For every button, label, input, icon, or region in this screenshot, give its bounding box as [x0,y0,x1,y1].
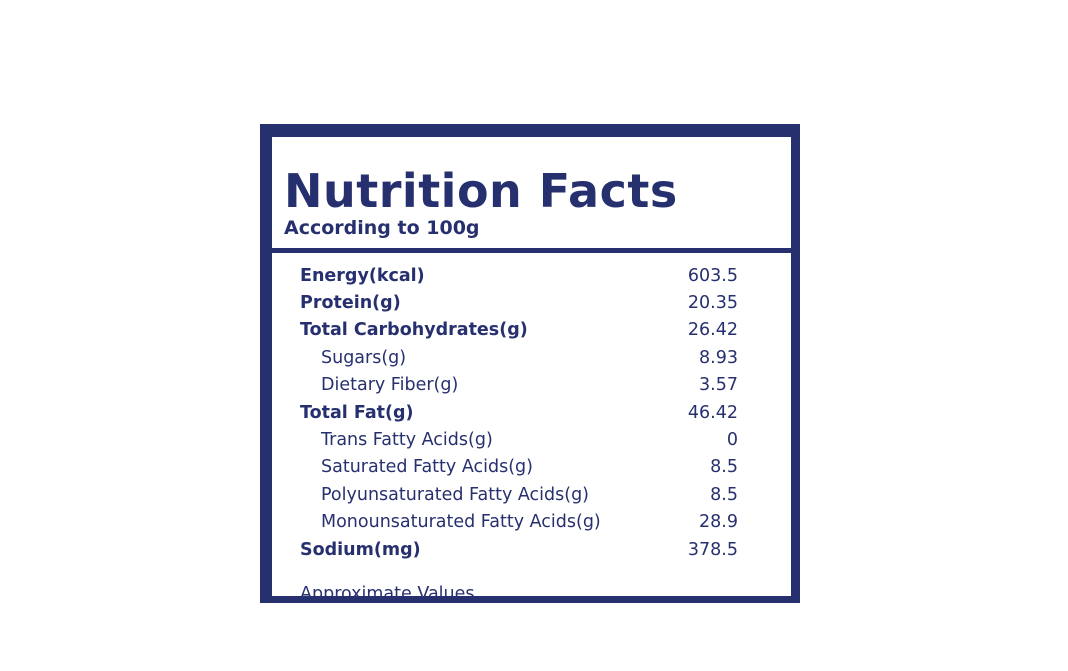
nutrient-label: Total Fat(g) [300,402,414,423]
nutrient-label: Monounsaturated Fatty Acids(g) [321,512,601,533]
nutrient-value: 28.9 [699,512,738,533]
nutrient-row-protein: Protein(g) 20.35 [300,289,738,316]
nutrient-list: Energy(kcal) 603.5 Protein(g) 20.35 Tota… [300,262,738,563]
nutrient-row-trans-fatty-acids: Trans Fatty Acids(g) 0 [300,426,738,453]
nutrition-facts-label: Nutrition Facts According to 100g Energy… [260,124,800,604]
nutrient-label: Saturated Fatty Acids(g) [321,457,533,478]
nutrient-row-sugars: Sugars(g) 8.93 [300,344,738,371]
nutrient-value: 8.5 [710,457,738,478]
nutrient-row-monounsaturated-fatty-acids: Monounsaturated Fatty Acids(g) 28.9 [300,509,738,536]
nutrient-label: Protein(g) [300,293,401,314]
nutrient-value: 603.5 [687,265,738,286]
nutrient-value: 0 [726,430,738,451]
nutrient-label: Dietary Fiber(g) [321,375,459,396]
nutrient-row-total-carbohydrates: Total Carbohydrates(g) 26.42 [300,317,738,344]
nutrient-row-energy: Energy(kcal) 603.5 [300,262,738,289]
nutrient-value: 8.5 [710,484,738,505]
nutrient-label: Trans Fatty Acids(g) [321,430,493,451]
nutrient-label: Sodium(mg) [300,539,421,560]
title-divider [272,248,791,253]
approximate-values-note: Approximate Values [300,584,475,604]
nutrient-value: 3.57 [699,375,738,396]
nutrient-row-saturated-fatty-acids: Saturated Fatty Acids(g) 8.5 [300,454,738,481]
nutrient-row-dietary-fiber: Dietary Fiber(g) 3.57 [300,372,738,399]
label-title: Nutrition Facts [284,164,678,218]
nutrient-label: Sugars(g) [321,347,407,368]
nutrient-row-sodium: Sodium(mg) 378.5 [300,536,738,563]
label-subtitle: According to 100g [284,217,480,239]
nutrient-row-total-fat: Total Fat(g) 46.42 [300,399,738,426]
nutrient-label: Total Carbohydrates(g) [300,320,528,341]
nutrient-value: 378.5 [687,539,738,560]
nutrient-value: 46.42 [687,402,738,423]
nutrient-value: 26.42 [687,320,738,341]
nutrient-value: 20.35 [687,293,738,314]
nutrient-label: Polyunsaturated Fatty Acids(g) [321,484,590,505]
nutrient-label: Energy(kcal) [300,265,425,286]
nutrient-value: 8.93 [699,347,738,368]
nutrient-row-polyunsaturated-fatty-acids: Polyunsaturated Fatty Acids(g) 8.5 [300,481,738,508]
